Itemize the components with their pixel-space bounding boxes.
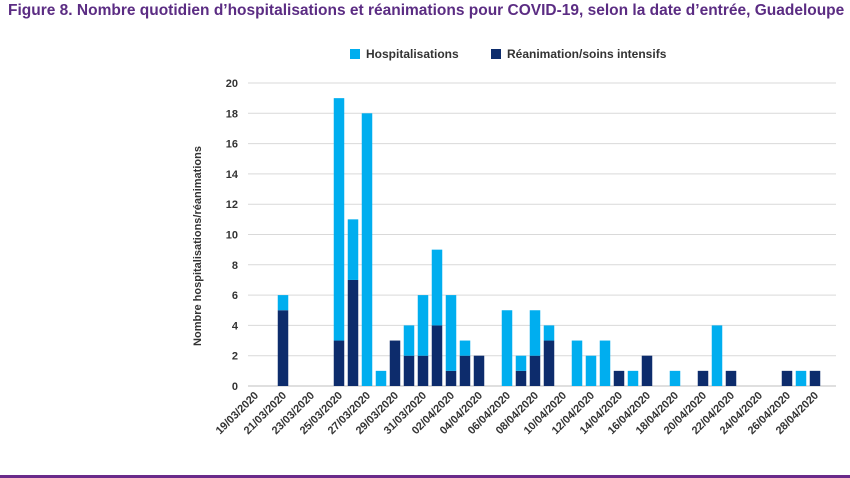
y-tick-label: 12: [226, 199, 238, 211]
y-tick-label: 10: [226, 230, 238, 242]
bar-reanimation: [613, 370, 625, 386]
bottom-rule: [0, 475, 850, 478]
bar-hospitalisations: [585, 355, 597, 386]
bar-hospitalisations: [333, 98, 345, 341]
bar-reanimation: [725, 370, 737, 386]
y-tick-label: 14: [226, 169, 239, 181]
bar-reanimation: [417, 355, 429, 386]
bar-reanimation: [445, 370, 457, 386]
legend-label-reanimation: Réanimation/soins intensifs: [507, 47, 667, 61]
bar-reanimation: [697, 370, 709, 386]
x-axis-ticks: 19/03/202021/03/202023/03/202025/03/2020…: [214, 390, 821, 437]
bar-hospitalisations: [501, 310, 513, 386]
y-axis-ticks: 0 2 4 6 8 10 12 14 16 18 20: [226, 78, 239, 393]
bar-hospitalisations: [515, 355, 527, 371]
figure-title: Figure 8. Nombre quotidien d’hospitalisa…: [8, 2, 845, 19]
y-tick-label: 2: [232, 351, 238, 363]
legend-swatch-reanimation: [491, 49, 501, 59]
bar-hospitalisations: [599, 340, 611, 386]
bar-hospitalisations: [445, 295, 457, 371]
bar-hospitalisations: [543, 325, 555, 341]
bar-reanimation: [473, 355, 485, 386]
y-axis-label: Nombre hospitalisations/réanimations: [192, 146, 204, 346]
legend: Hospitalisations Réanimation/soins inten…: [350, 47, 667, 61]
bar-hospitalisations: [417, 295, 429, 356]
grid-lines: [248, 82, 836, 387]
bar-reanimation: [431, 325, 443, 386]
bar-hospitalisations: [459, 340, 471, 356]
legend-swatch-hospitalisations: [350, 49, 360, 59]
bar-hospitalisations: [627, 370, 639, 386]
bar-reanimation: [333, 340, 345, 386]
bar-reanimation: [641, 355, 653, 386]
bar-hospitalisations: [403, 325, 415, 356]
y-tick-label: 16: [226, 139, 238, 151]
bar-hospitalisations: [375, 370, 387, 386]
bar-reanimation: [515, 370, 527, 386]
y-tick-label: 4: [232, 320, 239, 332]
bar-reanimation: [809, 370, 821, 386]
bar-hospitalisations: [529, 310, 541, 356]
y-tick-label: 18: [226, 108, 238, 120]
y-tick-label: 20: [226, 78, 238, 90]
y-tick-label: 8: [232, 260, 238, 272]
bar-hospitalisations: [711, 325, 723, 386]
bar-reanimation: [389, 340, 401, 386]
bar-hospitalisations: [431, 249, 443, 326]
bar-hospitalisations: [347, 219, 359, 280]
bar-reanimation: [277, 310, 289, 386]
bar-reanimation: [403, 355, 415, 386]
bars: [277, 98, 821, 387]
bar-hospitalisations: [571, 340, 583, 386]
y-tick-label: 6: [232, 290, 238, 302]
bar-hospitalisations: [277, 295, 289, 311]
bar-reanimation: [459, 355, 471, 386]
bar-reanimation: [543, 340, 555, 386]
bar-hospitalisations: [361, 113, 373, 387]
y-tick-label: 0: [232, 381, 238, 393]
bar-reanimation: [529, 355, 541, 386]
bar-reanimation: [347, 279, 359, 386]
bar-hospitalisations: [669, 370, 681, 386]
bar-hospitalisations: [795, 370, 807, 386]
bar-reanimation: [781, 370, 793, 386]
legend-label-hospitalisations: Hospitalisations: [366, 47, 459, 61]
